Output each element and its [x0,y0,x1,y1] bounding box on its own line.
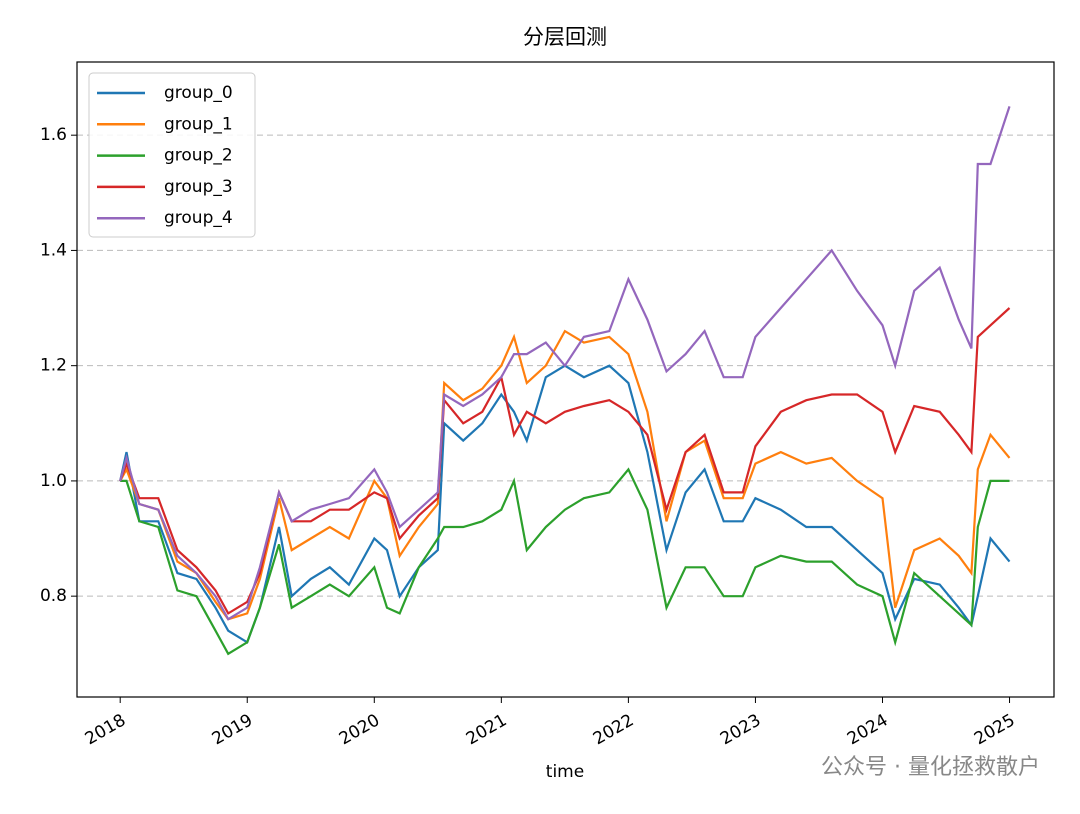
legend-label: group_4 [164,208,233,228]
y-tick-label: 0.8 [40,586,67,606]
x-axis-label: time [546,762,584,782]
series-line [119,106,1011,621]
plot-frame [76,61,1055,698]
series-line [119,329,1011,621]
legend-box [88,72,256,238]
series-line [120,467,1010,656]
watermark: 公众号 · 量化拯救散户 [821,755,1040,780]
y-tick-label: 1.2 [40,356,67,376]
y-tick-label: 1.6 [40,125,67,145]
legend-label: group_1 [164,114,233,134]
legend-label: group_2 [164,146,233,166]
y-tick-label: 1.4 [40,240,67,260]
y-tick-label: 1.0 [40,471,67,491]
legend-label: group_0 [164,83,233,103]
legend-label: group_3 [164,177,233,197]
chart-title: 分层回测 [523,25,607,49]
